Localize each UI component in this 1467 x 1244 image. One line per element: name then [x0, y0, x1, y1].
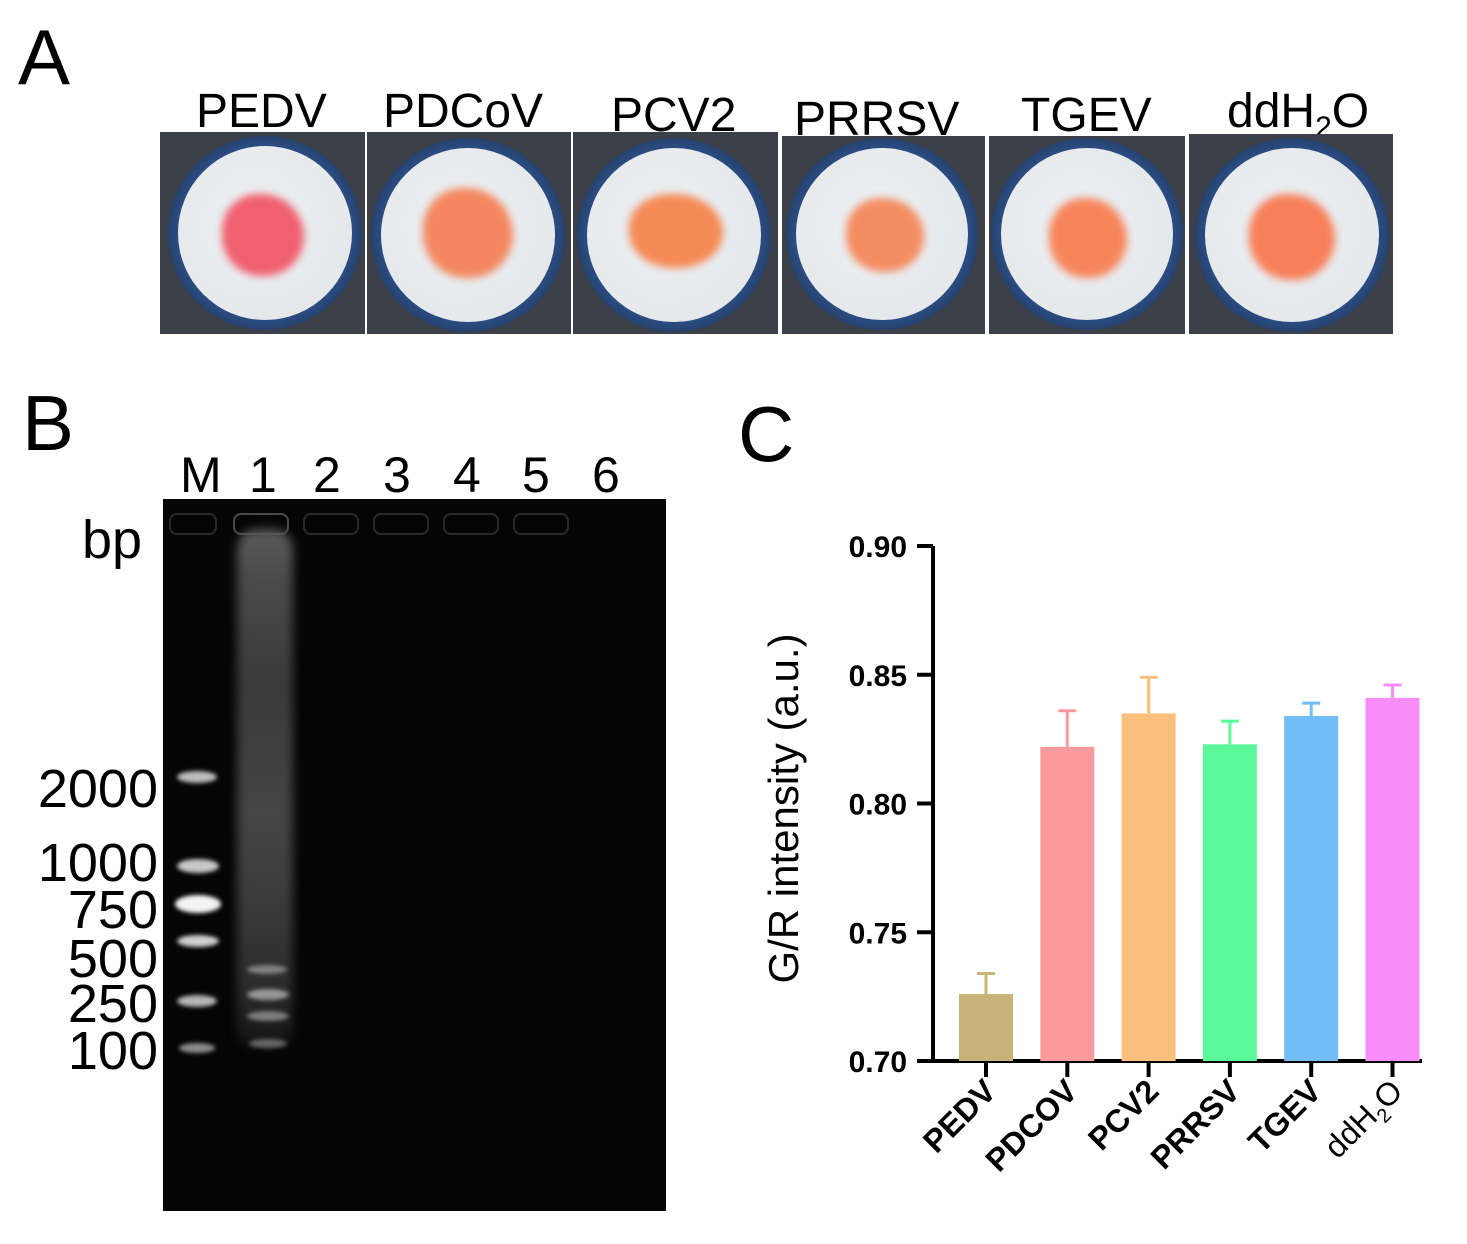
- x-tick-label: TGEV: [1241, 1072, 1329, 1160]
- bar-pedv: [959, 994, 1013, 1061]
- ladder-label-750: 750: [67, 880, 158, 940]
- bar-tgev: [1284, 715, 1339, 1061]
- ladder-label-100: 100: [67, 1021, 158, 1081]
- well-label-tgev: TGEV: [1021, 89, 1152, 142]
- gel-well-5: [513, 513, 569, 535]
- panel-b-letter: B: [22, 379, 75, 467]
- ladder-label-500: 500: [67, 929, 158, 989]
- well-label-prrsv: PRRSV: [794, 93, 960, 146]
- well-photo-pedv: [160, 132, 365, 334]
- well-photo-tgev: [989, 136, 1185, 334]
- ladder-band-250: [177, 995, 217, 1007]
- well-label-pcv2: PCV2: [611, 89, 737, 142]
- well-label-ddh2o-tail: O: [1331, 85, 1370, 138]
- lane-label-4: 4: [453, 447, 481, 503]
- gel-well-4: [443, 513, 499, 535]
- y-tick-label: 0.80: [849, 789, 907, 822]
- ladder-label-2000: 2000: [37, 759, 158, 819]
- reaction-spot-prrsv: [846, 198, 924, 272]
- lane-label-5: 5: [522, 447, 550, 503]
- well-label-pedv: PEDV: [196, 85, 327, 138]
- well-label-ddh2o: ddH2O: [1227, 88, 1369, 143]
- well-label-ddh2o-main: ddH: [1227, 85, 1316, 138]
- well-photo-pcv2: [573, 132, 778, 334]
- lane-1-band: [247, 965, 287, 974]
- gel-well-2: [303, 513, 359, 535]
- x-tick-label: PRRSV: [1143, 1072, 1247, 1176]
- well-label-pdcov: PDCoV: [383, 85, 544, 138]
- lane-label-6: 6: [592, 447, 620, 503]
- bp-unit-label: bp: [82, 510, 143, 570]
- lane-label-1: 1: [249, 447, 277, 503]
- y-axis-title: G/R intensity (a.u.): [760, 633, 807, 983]
- lane-label-2: 2: [313, 447, 341, 503]
- panel-c-letter: C: [738, 390, 795, 478]
- well-photo-prrsv: [782, 136, 985, 334]
- panel-a-letter: A: [18, 13, 71, 101]
- ladder-label-250: 250: [67, 974, 158, 1034]
- y-tick-label: 0.70: [849, 1046, 907, 1079]
- lane-1-smear: [237, 529, 293, 1049]
- reaction-spot-pedv: [222, 194, 304, 276]
- lane-1-band: [249, 1039, 287, 1048]
- ladder-label-1000: 1000: [37, 833, 158, 893]
- bar-pdcov: [1040, 746, 1095, 1061]
- x-tick-label: PDCOV: [978, 1072, 1084, 1178]
- reaction-spot-pdcov: [423, 188, 513, 278]
- ladder-band-500: [177, 935, 219, 947]
- y-tick-label: 0.85: [849, 660, 907, 693]
- ladder-band-750: [175, 895, 221, 913]
- ladder-band-100: [179, 1043, 215, 1053]
- lane-1-band: [247, 989, 289, 1000]
- reaction-spot-pcv2: [629, 194, 723, 268]
- gel-well-3: [373, 513, 429, 535]
- bar-ddh2o: [1365, 697, 1420, 1061]
- reaction-spot-ddh2o: [1249, 194, 1335, 280]
- ladder-band-1000: [177, 859, 219, 873]
- bar-chart: 0.70 0.75 0.80 0.85 0.90 G/R intensity (a.u.)…: [760, 531, 1422, 1178]
- lane-label-m: M: [180, 447, 222, 503]
- bar-pcv2: [1121, 713, 1176, 1061]
- y-tick-label: 0.75: [849, 917, 907, 950]
- ladder-band-2000: [177, 771, 217, 783]
- y-tick-label: 0.90: [849, 531, 907, 564]
- gel-well-m: [169, 513, 217, 535]
- x-tick-label: ddH2O: [1317, 1072, 1414, 1169]
- well-photo-ddh2o: [1189, 134, 1393, 334]
- lane-1-band: [247, 1011, 289, 1021]
- reaction-spot-tgev: [1049, 198, 1127, 278]
- lane-label-3: 3: [383, 447, 411, 503]
- gel-image: [163, 499, 666, 1211]
- bar-prrsv: [1202, 744, 1257, 1061]
- well-photo-pdcov: [367, 132, 571, 334]
